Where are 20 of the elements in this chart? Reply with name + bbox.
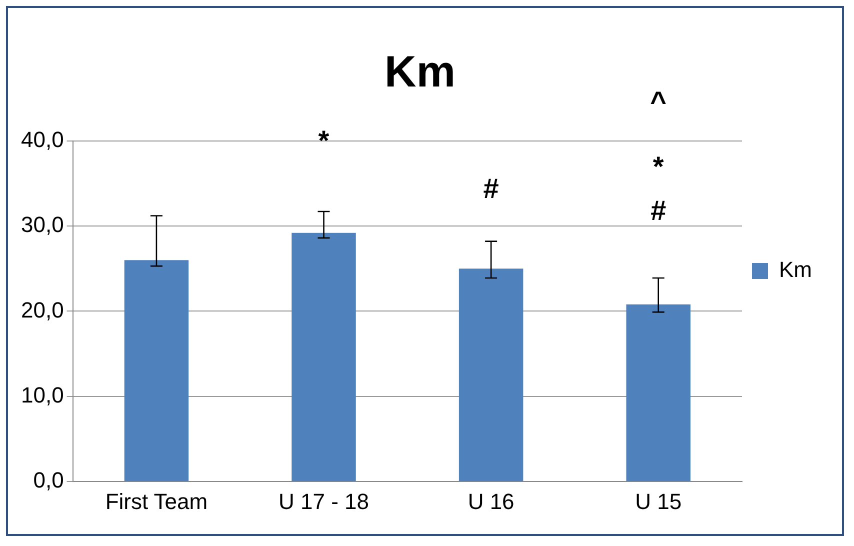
- y-tick-label: 0,0: [33, 468, 64, 493]
- annotation: *: [318, 125, 330, 156]
- y-tick-label: 20,0: [20, 297, 64, 322]
- y-tick-label: 10,0: [20, 382, 64, 408]
- annotation: #: [483, 172, 500, 204]
- y-tick-label: 30,0: [20, 212, 64, 238]
- x-tick-label: First Team: [105, 488, 208, 514]
- bar: [292, 232, 356, 482]
- x-tick-label: U 15: [635, 488, 682, 514]
- legend-label: Km: [779, 257, 812, 282]
- text: ^: [650, 86, 667, 118]
- bar: [626, 304, 690, 482]
- chart-title: Km: [384, 48, 456, 97]
- x-tick-label: U 16: [468, 488, 514, 514]
- bar: [458, 268, 524, 482]
- x-tick-label: U 17 - 18: [278, 488, 370, 514]
- y-tick-label: 40,0: [20, 126, 64, 152]
- bar: [124, 260, 189, 482]
- annotation: #: [650, 195, 667, 226]
- annotation: *: [652, 150, 664, 182]
